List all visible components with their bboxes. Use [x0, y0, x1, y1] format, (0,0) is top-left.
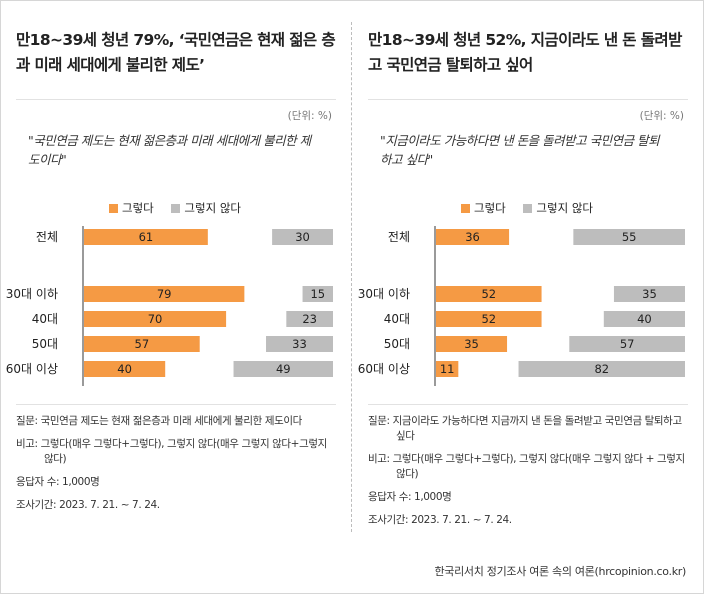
- survey-notes: 질문: 지금이라도 가능하다면 지금까지 낸 돈을 돌려받고 국민연금 탈퇴하고…: [368, 414, 688, 536]
- category-label: 30대 이하: [358, 287, 410, 301]
- data-label-yes: 36: [465, 230, 480, 244]
- data-label-no: 30: [295, 230, 310, 244]
- legend-item-yes: 그렇다: [461, 200, 506, 216]
- legend-item-no: 그렇지 않다: [171, 200, 241, 216]
- unit-label: (단위: %): [287, 110, 332, 122]
- data-label-yes: 52: [481, 287, 496, 301]
- note-remark: 비고: 그렇다(매우 그렇다+그렇다), 그렇지 않다(매우 그렇지 않다 + …: [368, 453, 685, 480]
- data-label-yes: 61: [139, 230, 154, 244]
- legend-swatch-yes: [109, 203, 119, 213]
- legend-swatch-no: [171, 203, 181, 213]
- bar-yes: [84, 336, 200, 352]
- survey-notes: 질문: 국민연금 제도는 현재 젊은층과 미래 세대에게 불리한 제도이다 비고…: [16, 414, 336, 521]
- notes-divider: [368, 404, 688, 405]
- note-question: 질문: 지금이라도 가능하다면 지금까지 낸 돈을 돌려받고 국민연금 탈퇴하고…: [368, 415, 682, 442]
- data-label-yes: 57: [135, 337, 150, 351]
- bar-yes: [436, 311, 542, 327]
- title-divider: [16, 99, 336, 100]
- bar-yes: [84, 311, 227, 327]
- data-label-yes: 35: [464, 337, 479, 351]
- legend-item-no: 그렇지 않다: [523, 200, 593, 216]
- legend-label-no: 그렇지 않다: [536, 201, 593, 215]
- bar-chart: 전체 36 55 30대 이하 52 35 40대 52 40 50대 35 57 60대 이상 11 82: [352, 226, 702, 390]
- bar-no: [272, 229, 333, 245]
- category-label: 60대 이상: [6, 362, 58, 376]
- category-label: 30대 이하: [6, 287, 58, 301]
- category-label: 40대: [32, 312, 58, 326]
- bar-yes: [436, 286, 542, 302]
- bar-no: [233, 361, 333, 377]
- data-label-yes: 40: [117, 362, 132, 376]
- bar-no: [302, 286, 333, 302]
- note-period: 조사기간: 2023. 7. 21. ~ 7. 24.: [16, 499, 160, 511]
- category-label: 전체: [36, 230, 58, 244]
- bar-yes: [436, 336, 508, 352]
- panel-divider: [351, 22, 352, 532]
- note-remark: 비고: 그렇다(매우 그렇다+그렇다), 그렇지 않다(매우 그렇지 않다+그렇…: [16, 438, 327, 465]
- legend: 그렇다 그렇지 않다: [0, 200, 350, 216]
- note-period: 조사기간: 2023. 7. 21. ~ 7. 24.: [368, 514, 512, 526]
- data-label-no: 15: [310, 287, 325, 301]
- bar-yes: [84, 361, 166, 377]
- data-label-yes: 52: [481, 312, 496, 326]
- data-label-yes: 70: [148, 312, 163, 326]
- question-quote: "국민연금 제도는 현재 젊은층과 미래 세대에게 불리한 제도이다": [28, 133, 311, 167]
- legend: 그렇다 그렇지 않다: [352, 200, 702, 216]
- data-label-yes: 11: [440, 362, 455, 376]
- bar-yes: [84, 286, 245, 302]
- question-quote: "지금이라도 가능하다면 낸 돈을 돌려받고 국민연금 탈퇴하고 싶다": [380, 133, 660, 167]
- note-respondents: 응답자 수: 1,000명: [368, 491, 452, 503]
- unit-label: (단위: %): [639, 110, 684, 122]
- category-label: 50대: [384, 337, 410, 351]
- bar-no: [569, 336, 685, 352]
- data-label-no: 33: [292, 337, 307, 351]
- title-divider: [368, 99, 688, 100]
- data-label-no: 57: [620, 337, 635, 351]
- category-label: 60대 이상: [358, 362, 410, 376]
- category-label: 40대: [384, 312, 410, 326]
- data-label-no: 23: [302, 312, 317, 326]
- note-respondents: 응답자 수: 1,000명: [16, 476, 100, 488]
- legend-item-yes: 그렇다: [109, 200, 154, 216]
- bar-yes: [84, 229, 208, 245]
- bar-no: [518, 361, 685, 377]
- bar-yes: [436, 361, 459, 377]
- bar-chart-svg: 전체 61 30 30대 이하 79 15 40대 70 23 50대 57 33 60대 이상 40 49: [6, 226, 333, 386]
- bar-no: [613, 286, 685, 302]
- bar-no: [573, 229, 685, 245]
- legend-label-yes: 그렇다: [122, 201, 154, 215]
- bar-yes: [436, 229, 510, 245]
- data-label-no: 40: [637, 312, 652, 326]
- chart-title: 만18~39세 청년 79%, ‘국민연금은 현재 젊은 층과 미래 세대에게 …: [16, 31, 336, 74]
- data-label-no: 35: [642, 287, 657, 301]
- chart-title: 만18~39세 청년 52%, 지금이라도 낸 돈 돌려받고 국민연금 탈퇴하고…: [368, 31, 682, 74]
- data-label-no: 49: [276, 362, 291, 376]
- bar-no: [266, 336, 333, 352]
- data-label-no: 82: [594, 362, 609, 376]
- category-label: 전체: [388, 230, 410, 244]
- legend-swatch-yes: [461, 203, 471, 213]
- legend-label-no: 그렇지 않다: [184, 201, 241, 215]
- chart-panel-left: 만18~39세 청년 79%, ‘국민연금은 현재 젊은 층과 미래 세대에게 …: [0, 0, 350, 540]
- notes-divider: [16, 404, 336, 405]
- legend-swatch-no: [523, 203, 533, 213]
- note-question: 질문: 국민연금 제도는 현재 젊은층과 미래 세대에게 불리한 제도이다: [16, 415, 302, 427]
- chart-panel-right: 만18~39세 청년 52%, 지금이라도 낸 돈 돌려받고 국민연금 탈퇴하고…: [352, 0, 702, 540]
- bar-chart: 전체 61 30 30대 이하 79 15 40대 70 23 50대 57 33 60대 이상 40 49: [0, 226, 350, 390]
- legend-label-yes: 그렇다: [474, 201, 506, 215]
- bar-no: [603, 311, 685, 327]
- category-label: 50대: [32, 337, 58, 351]
- bar-no: [286, 311, 333, 327]
- data-label-yes: 79: [157, 287, 172, 301]
- source-credit: 한국리서치 정기조사 여론 속의 여론(hrcopinion.co.kr): [434, 565, 686, 578]
- data-label-no: 55: [622, 230, 637, 244]
